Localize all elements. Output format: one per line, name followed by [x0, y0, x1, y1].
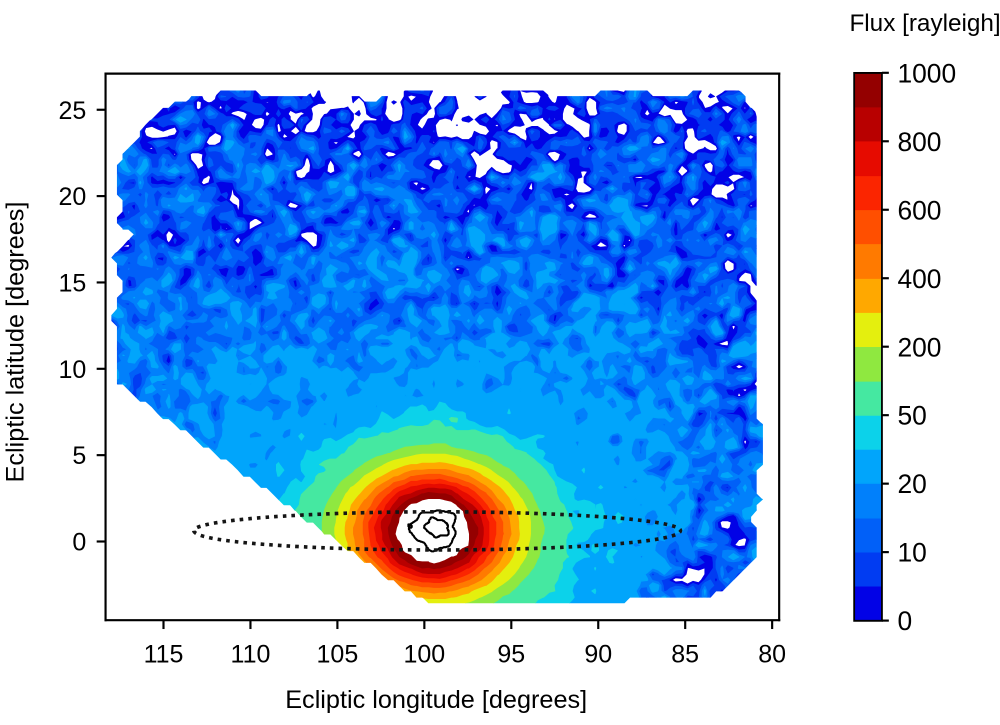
svg-text:Ecliptic latitude [degrees]: Ecliptic latitude [degrees] [2, 202, 30, 483]
svg-text:50: 50 [897, 401, 926, 431]
svg-text:1000: 1000 [897, 58, 956, 88]
svg-text:15: 15 [58, 270, 86, 298]
svg-text:90: 90 [584, 640, 612, 668]
svg-text:20: 20 [897, 469, 926, 499]
svg-text:5: 5 [72, 442, 86, 470]
svg-text:10: 10 [897, 538, 926, 568]
svg-text:Flux [rayleigh]: Flux [rayleigh] [849, 10, 1000, 37]
svg-text:0: 0 [72, 529, 86, 557]
svg-text:400: 400 [897, 264, 941, 294]
svg-text:20: 20 [58, 183, 86, 211]
svg-text:600: 600 [897, 195, 941, 225]
svg-text:80: 80 [758, 640, 786, 668]
svg-text:800: 800 [897, 127, 941, 157]
svg-text:110: 110 [231, 640, 271, 668]
svg-text:10: 10 [58, 356, 86, 384]
svg-text:105: 105 [317, 640, 359, 668]
svg-text:25: 25 [58, 97, 86, 125]
svg-text:100: 100 [403, 640, 445, 668]
svg-text:115: 115 [144, 640, 184, 668]
svg-text:Ecliptic longitude [degrees]: Ecliptic longitude [degrees] [285, 686, 587, 714]
svg-text:85: 85 [671, 640, 699, 668]
svg-text:0: 0 [897, 606, 912, 636]
svg-text:200: 200 [897, 332, 941, 362]
svg-text:95: 95 [497, 640, 525, 668]
